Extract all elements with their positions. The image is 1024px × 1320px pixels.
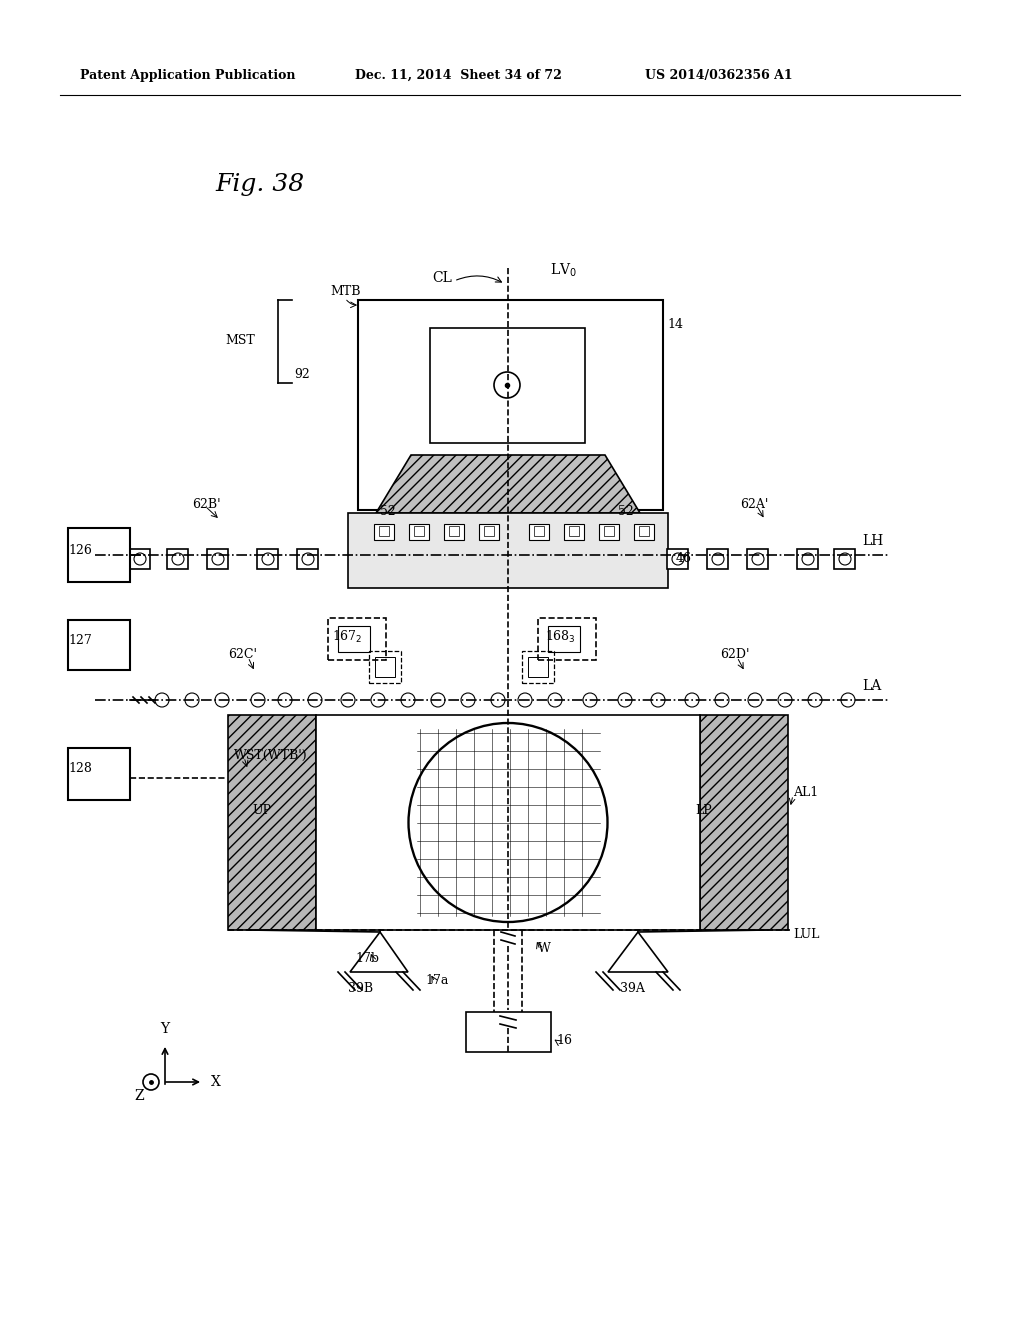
Text: LV$_0$: LV$_0$ <box>550 261 577 279</box>
Text: 52: 52 <box>618 506 634 517</box>
Text: UP: UP <box>252 804 271 817</box>
Polygon shape <box>608 932 668 972</box>
Text: Dec. 11, 2014  Sheet 34 of 72: Dec. 11, 2014 Sheet 34 of 72 <box>355 69 562 82</box>
Bar <box>797 549 818 569</box>
Text: 52: 52 <box>380 506 395 517</box>
Text: 17a: 17a <box>425 974 449 986</box>
Text: WST(WTB'): WST(WTB') <box>234 748 307 762</box>
Bar <box>564 524 584 540</box>
Text: 17b: 17b <box>355 952 379 965</box>
Text: Y: Y <box>161 1022 170 1036</box>
Text: 62C': 62C' <box>228 648 257 661</box>
Bar <box>834 549 855 569</box>
Text: MST: MST <box>225 334 255 346</box>
Bar <box>68 748 130 800</box>
Bar <box>338 626 370 652</box>
Bar <box>449 525 459 536</box>
Text: 39A: 39A <box>620 982 645 994</box>
Circle shape <box>409 723 607 921</box>
Text: 62B': 62B' <box>193 498 220 511</box>
Bar <box>257 549 278 569</box>
Bar <box>297 549 318 569</box>
Bar <box>522 651 554 682</box>
Text: US 2014/0362356 A1: US 2014/0362356 A1 <box>645 69 793 82</box>
Text: 128: 128 <box>68 762 92 775</box>
Polygon shape <box>376 455 640 513</box>
Bar <box>639 525 649 536</box>
Bar <box>207 549 228 569</box>
Text: 127: 127 <box>68 634 92 647</box>
Bar <box>358 300 663 510</box>
Bar <box>569 525 579 536</box>
Bar <box>414 525 424 536</box>
Bar <box>707 549 728 569</box>
Bar <box>548 626 580 652</box>
Bar <box>466 1012 551 1052</box>
Text: 62D': 62D' <box>720 648 750 661</box>
Text: 168$_3$: 168$_3$ <box>545 628 575 645</box>
Bar <box>379 525 389 536</box>
Bar <box>529 524 549 540</box>
Text: 62A': 62A' <box>740 498 768 511</box>
Bar <box>444 524 464 540</box>
Text: MTB: MTB <box>330 285 360 298</box>
Bar <box>700 715 788 931</box>
Bar <box>534 525 544 536</box>
Text: LH: LH <box>862 535 884 548</box>
Bar <box>68 528 130 582</box>
Bar <box>604 525 614 536</box>
Bar <box>430 327 585 444</box>
Text: 167$_2$: 167$_2$ <box>332 628 362 645</box>
Bar <box>634 524 654 540</box>
Text: CL: CL <box>432 271 452 285</box>
Bar <box>409 524 429 540</box>
Text: Z: Z <box>134 1089 143 1104</box>
Bar <box>528 657 548 677</box>
Bar <box>374 524 394 540</box>
Text: 39B: 39B <box>348 982 373 994</box>
Polygon shape <box>350 932 408 972</box>
Bar <box>667 549 688 569</box>
Text: LA: LA <box>862 678 882 693</box>
Text: AL1: AL1 <box>793 787 818 800</box>
Text: Patent Application Publication: Patent Application Publication <box>80 69 296 82</box>
Bar <box>375 657 395 677</box>
Text: X: X <box>211 1074 221 1089</box>
Bar <box>68 620 130 671</box>
Text: 16: 16 <box>556 1034 572 1047</box>
Text: LUL: LUL <box>793 928 819 941</box>
Text: LP: LP <box>695 804 712 817</box>
Bar <box>746 549 768 569</box>
Bar <box>167 549 188 569</box>
Bar <box>348 513 668 587</box>
Bar <box>369 651 401 682</box>
Text: W: W <box>538 941 551 954</box>
Bar <box>538 618 596 660</box>
Bar <box>316 715 700 931</box>
Bar <box>129 549 150 569</box>
Bar <box>228 715 316 931</box>
Text: 126: 126 <box>68 544 92 557</box>
Text: Fig. 38: Fig. 38 <box>215 173 304 197</box>
Bar <box>599 524 618 540</box>
Bar <box>328 618 386 660</box>
Text: 14: 14 <box>667 318 683 331</box>
Bar <box>479 524 499 540</box>
Bar <box>484 525 494 536</box>
Text: 46: 46 <box>676 552 692 565</box>
Text: 92: 92 <box>294 368 309 381</box>
